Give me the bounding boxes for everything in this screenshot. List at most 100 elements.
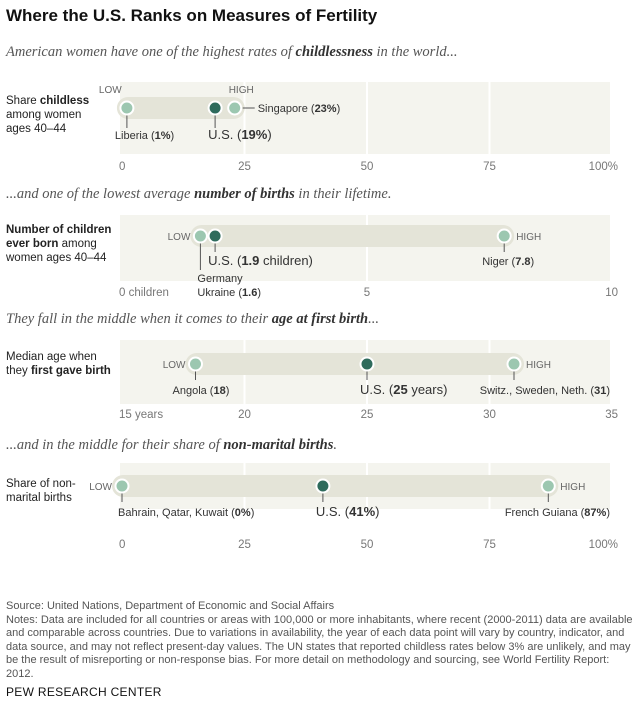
axis-tick-label: 20 <box>238 409 251 421</box>
us-dot <box>207 228 223 244</box>
axis-tick-label: 100% <box>589 161 618 173</box>
source-text: Source: United Nations, Department of Ec… <box>6 600 335 612</box>
low-value-label-pre: Bahrain, Qatar, Kuwait ( <box>118 507 235 519</box>
subtitle-nonmarital: ...and in the middle for their share of … <box>6 437 337 453</box>
high-value-label-bold: 7.8 <box>515 256 530 268</box>
range-band <box>190 225 515 247</box>
high-label: HIGH <box>526 360 551 371</box>
high-label: HIGH <box>229 85 254 96</box>
high-dot <box>506 356 522 372</box>
high-value-label-post: ) <box>606 385 610 397</box>
axis-tick-label: 25 <box>238 161 251 173</box>
high-value-label-pre: Niger ( <box>482 256 515 268</box>
us-value-label-bold: 25 <box>393 382 407 397</box>
us-value-label-pre: U.S. ( <box>208 253 242 268</box>
low-value-label-bold: 18 <box>213 385 225 397</box>
axis-tick-label: 50 <box>361 161 374 173</box>
low-value-label-pre: Angola ( <box>173 385 214 397</box>
subtitle-births: ...and one of the lowest average number … <box>6 186 392 202</box>
high-dot <box>496 228 512 244</box>
row-label-age: Median age when they first gave birth <box>6 351 111 377</box>
low-dot <box>114 478 130 494</box>
high-value-label: Switz., Sweden, Neth. (31) <box>480 385 610 397</box>
high-value-label: Singapore (23%) <box>258 103 341 115</box>
high-value-label-post: ) <box>337 103 341 115</box>
us-dot <box>315 478 331 494</box>
us-dot <box>359 356 375 372</box>
low-dot <box>192 228 208 244</box>
low-label: LOW <box>163 360 186 371</box>
high-label: HIGH <box>516 232 541 243</box>
row-label-nonmarital: Share of non-marital births <box>6 478 76 504</box>
axis-tick-label: 100% <box>589 539 618 551</box>
chart-title: Where the U.S. Ranks on Measures of Fert… <box>6 6 378 25</box>
high-value-label: Niger (7.8) <box>482 256 534 268</box>
high-value-label-post: ) <box>606 507 610 519</box>
range-band <box>116 97 245 119</box>
high-label: HIGH <box>560 482 585 493</box>
us-value-label: U.S. (25 years) <box>360 382 447 397</box>
axis-tick-label: 0 <box>119 539 125 551</box>
notes-text: Notes: Data are included for all countri… <box>6 613 633 680</box>
us-value-label-pre: U.S. ( <box>208 127 242 142</box>
us-value-label-pre: U.S. ( <box>360 382 394 397</box>
axis-tick-label: 0 children <box>119 287 169 299</box>
low-label: LOW <box>89 482 112 493</box>
low-value-label-post: ) <box>226 385 230 397</box>
us-value-label-post: ) <box>267 127 271 142</box>
us-value-label-post: ) <box>375 504 379 519</box>
low-value-label: Bahrain, Qatar, Kuwait (0%) <box>118 507 254 519</box>
us-dot <box>207 100 223 116</box>
low-value-label: Ukraine (1.6) <box>197 287 261 299</box>
low-label: LOW <box>99 85 122 96</box>
us-value-label: U.S. (41%) <box>316 504 380 519</box>
us-value-label: U.S. (19%) <box>208 127 272 142</box>
row-label-births: Number of children ever born among women… <box>6 224 112 264</box>
low-dot <box>119 100 135 116</box>
low-dot <box>188 356 203 372</box>
range-band <box>112 475 559 497</box>
low-value-label-post: ) <box>257 287 261 299</box>
us-value-label-bold: 19% <box>241 127 267 142</box>
high-value-label: French Guiana (87%) <box>505 507 610 519</box>
high-value-label-bold: 31 <box>594 385 606 397</box>
low-value-label-line1: Germany <box>197 273 243 285</box>
low-value-label: Liberia (1%) <box>115 130 174 142</box>
axis-tick-label: 5 <box>364 287 370 299</box>
high-value-label-pre: French Guiana ( <box>505 507 585 519</box>
axis-tick-label: 50 <box>361 539 374 551</box>
us-value-label-post: children) <box>259 253 312 268</box>
low-value-label-pre: Liberia ( <box>115 130 155 142</box>
range-band <box>185 353 524 375</box>
notes-block: Source: United Nations, Department of Ec… <box>6 600 634 700</box>
low-value-label-post: ) <box>171 130 175 142</box>
low-value-label-bold: 1% <box>155 130 171 142</box>
low-value-label-pre: Ukraine ( <box>197 287 242 299</box>
us-value-label-pre: U.S. ( <box>316 504 350 519</box>
high-value-label-bold: 23% <box>315 103 337 115</box>
brand-logo-text: PEW RESEARCH CENTER <box>6 685 162 699</box>
low-value-label-post: ) <box>251 507 255 519</box>
high-value-label-post: ) <box>531 256 535 268</box>
low-value-label-bold: 1.6 <box>242 287 257 299</box>
subtitle-age: They fall in the middle when it comes to… <box>6 311 379 327</box>
axis-tick-label: 30 <box>483 409 496 421</box>
low-label: LOW <box>168 232 191 243</box>
subtitle-childlessness: American women have one of the highest r… <box>6 44 458 60</box>
us-value-label-bold: 1.9 <box>241 253 259 268</box>
row-label-childless: Share childless among women ages 40–44 <box>6 95 90 135</box>
low-value-label: Angola (18) <box>173 385 230 397</box>
low-value-label-bold: 0% <box>235 507 251 519</box>
axis-tick-label: 0 <box>119 161 125 173</box>
high-value-label-pre: Singapore ( <box>258 103 315 115</box>
us-value-label-bold: 41% <box>349 504 375 519</box>
axis-tick-label: 75 <box>483 539 496 551</box>
us-value-label-post: years) <box>408 382 448 397</box>
axis-tick-label: 15 years <box>119 409 163 421</box>
axis-tick-label: 25 <box>238 539 251 551</box>
high-value-label-bold: 87% <box>584 507 606 519</box>
panel-background <box>120 215 610 281</box>
high-value-label-pre: Switz., Sweden, Neth. ( <box>480 385 595 397</box>
axis-tick-label: 35 <box>605 409 618 421</box>
